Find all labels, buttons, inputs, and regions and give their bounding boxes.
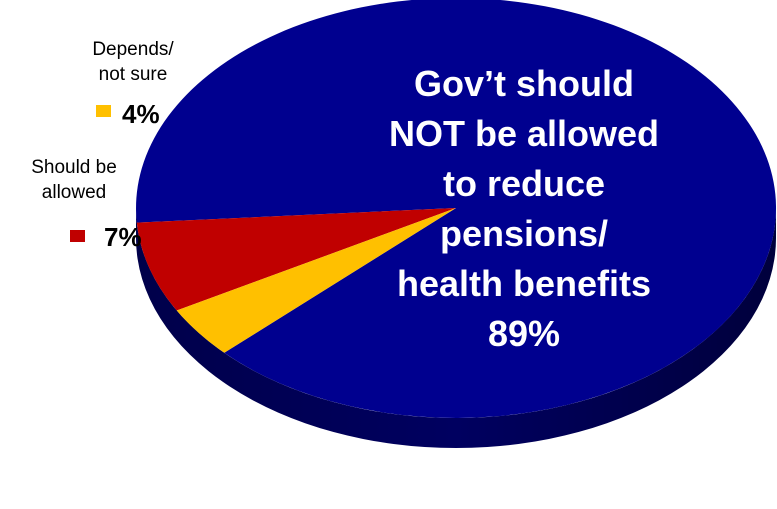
depends-label-line-2: not sure xyxy=(99,64,168,85)
depends-legend-swatch xyxy=(96,105,111,117)
allowed-label-percent: 7% xyxy=(104,222,142,252)
main-label-percent: 89% xyxy=(488,313,560,354)
main-label-line-5: health benefits xyxy=(397,263,651,304)
slice-not-allowed xyxy=(136,0,776,418)
allowed-label-line-1: Should be xyxy=(31,157,117,178)
depends-label: Depends/ not sure 4% xyxy=(92,39,174,129)
depends-label-line-1: Depends/ xyxy=(92,39,174,60)
slice-depends-not-sure xyxy=(176,208,456,353)
allowed-label: Should be allowed 7% xyxy=(31,157,141,252)
pie-slices xyxy=(136,0,776,418)
main-label-line-3: to reduce xyxy=(443,163,605,204)
slice-should-be-allowed xyxy=(136,208,457,311)
depends-label-percent: 4% xyxy=(122,99,160,129)
allowed-legend-swatch xyxy=(70,230,85,242)
allowed-label-line-2: allowed xyxy=(42,182,106,203)
main-label-line-1: Gov’t should xyxy=(414,63,634,104)
main-slice-label: Gov’t should NOT be allowed to reduce pe… xyxy=(389,63,659,354)
main-label-line-2: NOT be allowed xyxy=(389,113,659,154)
main-label-line-4: pensions/ xyxy=(440,213,608,254)
